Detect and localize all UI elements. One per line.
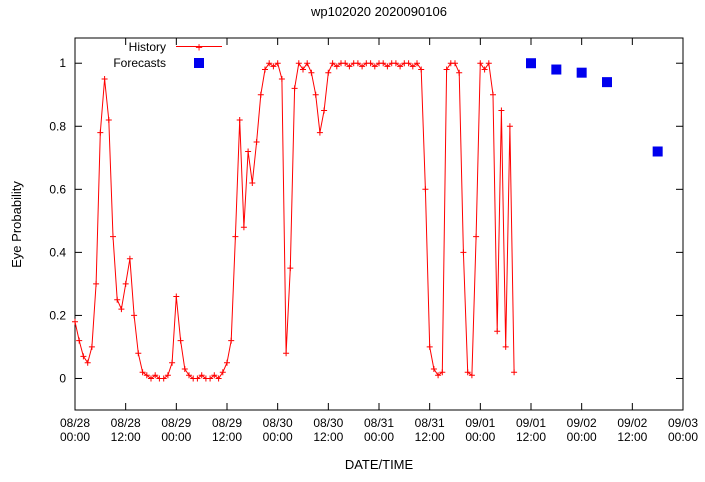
forecast-point (551, 64, 562, 75)
plot-border (74, 37, 684, 411)
x-tick-label: 09/01 00:00 (465, 416, 495, 444)
x-tick-label: 09/02 00:00 (567, 416, 597, 444)
forecast-point (602, 77, 612, 88)
y-tick-label: 0.8 (49, 119, 66, 133)
x-tick-label: 09/01 12:00 (516, 416, 546, 444)
x-tick-label: 08/31 00:00 (364, 416, 394, 444)
x-tick-label: 08/30 00:00 (263, 416, 293, 444)
forecast-point (576, 67, 587, 78)
history-line-sample (176, 40, 222, 54)
y-tick-label: 0.6 (49, 182, 66, 196)
x-axis-label: DATE/TIME (344, 457, 414, 472)
y-tick-label: 0.4 (49, 245, 66, 259)
history-markers (72, 60, 518, 382)
forecast-square-sample (176, 56, 222, 70)
legend-label-history: History (128, 40, 166, 54)
forecast-point (526, 58, 536, 69)
y-tick-label: 0 (59, 371, 66, 385)
y-tick-label: 0.2 (49, 308, 66, 322)
x-tick-label: 09/02 12:00 (617, 416, 647, 444)
y-tick-label: 1 (59, 56, 66, 70)
x-tick-label: 08/28 00:00 (60, 416, 90, 444)
forecast-point (652, 146, 663, 157)
x-tick-label: 09/03 00:00 (668, 416, 698, 444)
legend-label-forecasts: Forecasts (113, 56, 166, 70)
legend-item-forecasts: Forecasts (96, 55, 222, 71)
x-tick-label: 08/28 12:00 (111, 416, 141, 444)
legend: History Forecasts (96, 39, 222, 71)
x-tick-label: 08/31 12:00 (415, 416, 445, 444)
x-tick-label: 08/29 12:00 (212, 416, 242, 444)
history-line (74, 61, 515, 380)
x-tick-label: 08/30 12:00 (313, 416, 343, 444)
x-tick-label: 08/29 00:00 (161, 416, 191, 444)
chart-title: wp102020 2020090106 (311, 4, 447, 19)
legend-item-history: History (96, 39, 222, 55)
